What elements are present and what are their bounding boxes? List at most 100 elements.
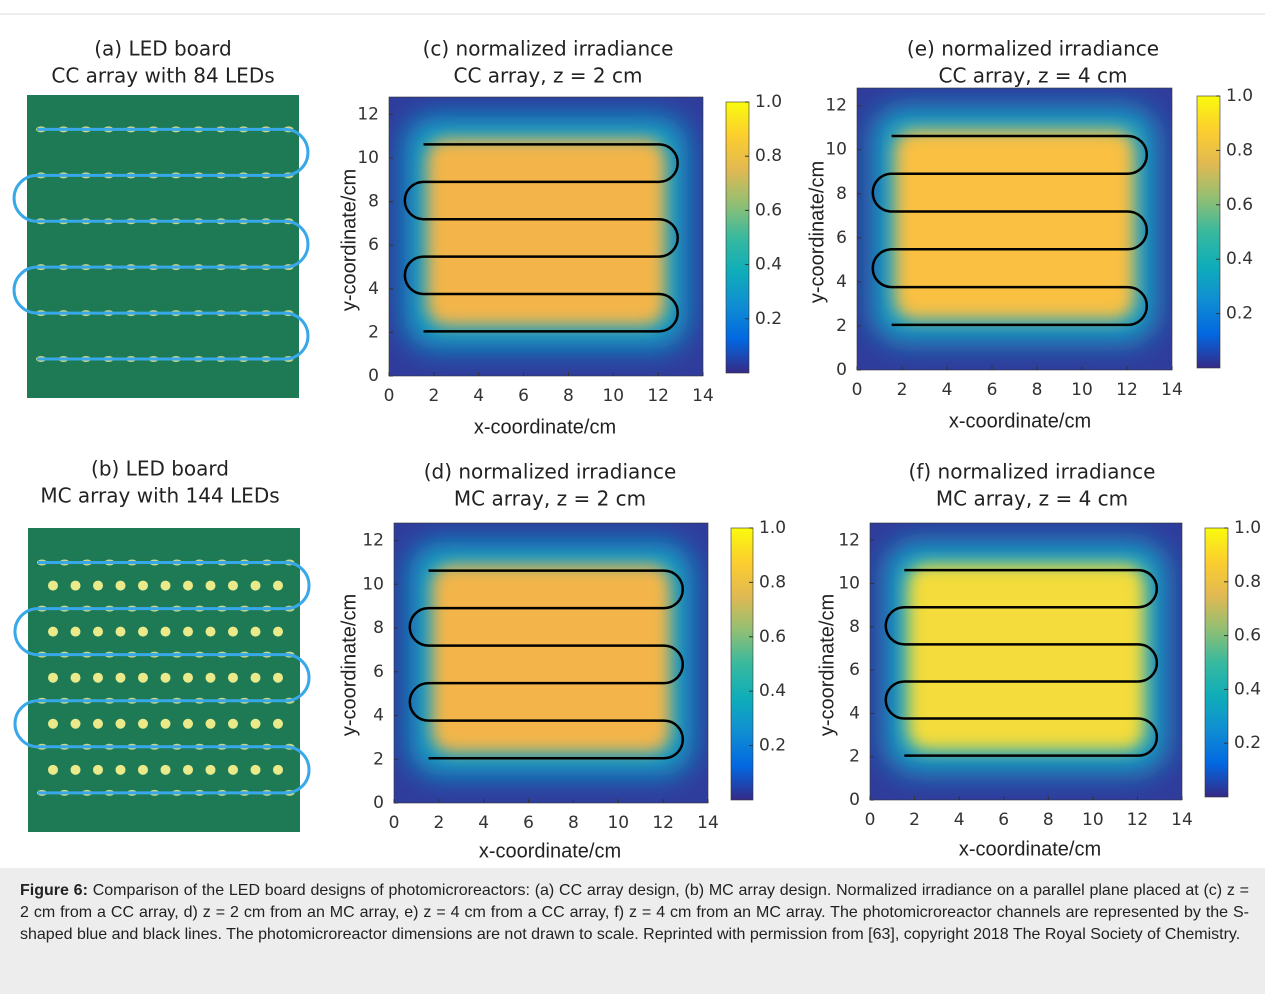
- led: [70, 764, 81, 775]
- heatmap: [870, 523, 1182, 800]
- panel-title: CC array with 84 LEDs: [51, 64, 274, 88]
- x-tick-label: 8: [1043, 810, 1054, 830]
- x-tick-label: 4: [478, 813, 489, 833]
- led: [205, 580, 216, 591]
- y-tick-label: 8: [836, 184, 847, 204]
- y-tick-label: 6: [373, 662, 384, 682]
- colorbar-tick-label: 0.2: [1226, 304, 1253, 324]
- x-axis-label: x-coordinate/cm: [479, 840, 621, 862]
- x-tick-label: 4: [473, 386, 484, 406]
- led: [273, 626, 283, 637]
- heatmap-hot: [426, 138, 666, 326]
- plot-frame: [869, 522, 1183, 801]
- y-tick-label: 8: [373, 618, 384, 638]
- y-tick-label: 0: [368, 366, 379, 386]
- colorbar-tick-label: 0.8: [1234, 572, 1261, 592]
- panel-title: (b) LED board: [91, 457, 229, 481]
- panel-title: MC array, z = 2 cm: [454, 487, 646, 511]
- x-tick-label: 6: [987, 380, 998, 400]
- led: [93, 672, 103, 683]
- led-board: [27, 95, 299, 398]
- panel-title: (e) normalized irradiance: [907, 37, 1159, 61]
- colorbar-tick-label: 0.6: [1226, 195, 1253, 215]
- heatmap-hot: [431, 565, 671, 753]
- led: [70, 580, 81, 591]
- led: [273, 580, 283, 591]
- x-tick-label: 2: [909, 810, 920, 830]
- led: [205, 626, 216, 637]
- x-axis-label: x-coordinate/cm: [474, 416, 616, 438]
- colorbar-tick-label: 1.0: [1226, 86, 1253, 106]
- led: [250, 718, 261, 729]
- led: [115, 580, 126, 591]
- y-tick-label: 10: [825, 140, 847, 160]
- plot-frame: [388, 96, 704, 377]
- led: [160, 626, 171, 637]
- x-tick-label: 6: [998, 810, 1009, 830]
- led: [228, 764, 238, 775]
- led: [93, 626, 103, 637]
- colorbar-tick-label: 0.8: [1226, 140, 1253, 160]
- caption-text: Comparison of the LED board designs of p…: [20, 882, 1250, 943]
- led: [183, 672, 193, 683]
- y-tick-label: 4: [836, 272, 847, 292]
- led: [115, 718, 126, 729]
- colorbar: [1196, 95, 1221, 369]
- led: [273, 764, 283, 775]
- plot-frame: [856, 87, 1173, 371]
- y-tick-label: 10: [357, 148, 379, 168]
- caption-label: Figure 6:: [20, 882, 88, 899]
- heatmap: [394, 523, 708, 803]
- x-tick-label: 10: [602, 386, 624, 406]
- led: [48, 718, 58, 729]
- led: [70, 672, 81, 683]
- heatmap-hot: [894, 130, 1135, 320]
- colorbar-tick-label: 0.2: [755, 309, 782, 329]
- x-axis-label: x-coordinate/cm: [959, 838, 1101, 860]
- x-tick-label: 10: [1071, 380, 1093, 400]
- colorbar-tick-label: 0.6: [759, 627, 786, 647]
- led: [70, 626, 81, 637]
- led: [70, 718, 81, 729]
- x-tick-label: 14: [1161, 380, 1183, 400]
- colorbar-tick-label: 0.2: [1234, 733, 1261, 753]
- y-tick-label: 2: [373, 749, 384, 769]
- panel-title: (d) normalized irradiance: [424, 460, 677, 484]
- led: [160, 580, 171, 591]
- x-tick-label: 12: [647, 386, 669, 406]
- y-tick-label: 12: [362, 531, 384, 551]
- y-tick-label: 6: [368, 235, 379, 255]
- y-tick-label: 10: [838, 574, 860, 594]
- colorbar-tick-label: 0.2: [759, 736, 786, 756]
- x-tick-label: 10: [1082, 810, 1104, 830]
- panel-title: (f) normalized irradiance: [909, 460, 1156, 484]
- led: [160, 672, 171, 683]
- colorbar-tick-label: 0.4: [759, 681, 786, 701]
- colorbar: [1204, 527, 1229, 798]
- led: [48, 672, 58, 683]
- x-tick-label: 12: [1116, 380, 1138, 400]
- led: [183, 580, 193, 591]
- x-tick-label: 0: [384, 386, 395, 406]
- led: [48, 626, 58, 637]
- y-tick-label: 12: [825, 96, 847, 116]
- led: [228, 672, 238, 683]
- y-tick-label: 2: [836, 316, 847, 336]
- y-tick-label: 2: [368, 322, 379, 342]
- y-axis-label: y-coordinate/cm: [816, 594, 838, 736]
- y-tick-label: 6: [849, 660, 860, 680]
- led: [115, 626, 126, 637]
- x-tick-label: 2: [433, 813, 444, 833]
- led: [93, 718, 103, 729]
- panel-title: (c) normalized irradiance: [423, 37, 674, 61]
- led: [183, 718, 193, 729]
- led: [228, 626, 238, 637]
- colorbar-tick-label: 1.0: [755, 92, 782, 112]
- x-tick-label: 0: [865, 810, 876, 830]
- led: [205, 764, 216, 775]
- x-tick-label: 2: [428, 386, 439, 406]
- channel: [408, 569, 684, 760]
- y-tick-label: 12: [838, 530, 860, 550]
- colorbar-tick-label: 0.4: [1234, 679, 1261, 699]
- y-axis-label: y-coordinate/cm: [806, 161, 828, 303]
